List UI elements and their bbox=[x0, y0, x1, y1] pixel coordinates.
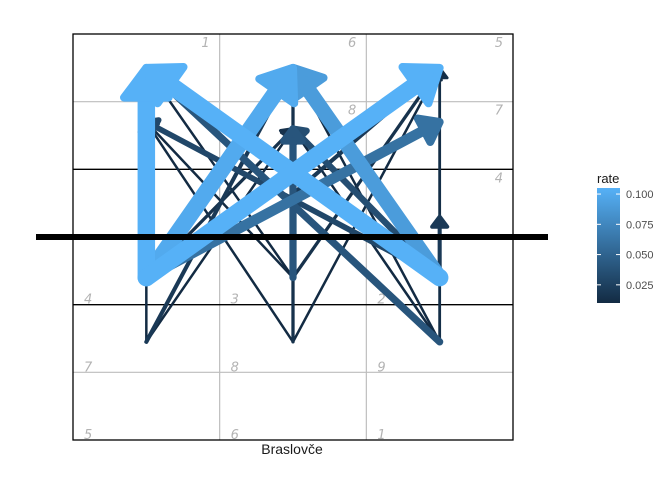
legend-colorbar bbox=[597, 188, 620, 303]
legend-tick-label: 0.100 bbox=[626, 189, 654, 201]
network-edge bbox=[137, 73, 292, 286]
legend-title: rate bbox=[597, 171, 619, 186]
cell-label: 3 bbox=[231, 293, 239, 308]
cell-label: 1 bbox=[377, 428, 385, 443]
network-edge bbox=[291, 71, 439, 344]
cell-label: 7 bbox=[495, 104, 504, 119]
cell-label: 2 bbox=[377, 293, 385, 308]
cell-label: 9 bbox=[377, 360, 385, 375]
cell-label: 1 bbox=[201, 36, 209, 51]
cell-label: 8 bbox=[231, 360, 239, 375]
cell-label: 7 bbox=[84, 360, 93, 375]
cell-label: 6 bbox=[231, 428, 239, 443]
cell-label: 4 bbox=[84, 293, 92, 308]
cell-label: 5 bbox=[495, 36, 503, 51]
edge-arrowhead bbox=[413, 114, 444, 146]
network-edge bbox=[148, 69, 444, 346]
legend-tick-label: 0.075 bbox=[626, 219, 654, 231]
legend: rate 0.100 0.075 0.050 0.025 bbox=[597, 171, 654, 303]
cell-label: 5 bbox=[84, 428, 92, 443]
x-axis-label: Braslovče bbox=[261, 441, 323, 457]
edge-arrowhead bbox=[398, 62, 444, 108]
legend-tick-label: 0.050 bbox=[626, 250, 654, 262]
edge-layer bbox=[120, 62, 450, 346]
cell-label: 8 bbox=[348, 104, 356, 119]
network-edge bbox=[294, 72, 448, 286]
edge-arrowhead bbox=[280, 125, 306, 145]
cell-label: 4 bbox=[495, 171, 503, 186]
legend-tick-label: 0.025 bbox=[626, 280, 654, 292]
edge-arrowhead bbox=[255, 63, 299, 108]
edge-arrowhead bbox=[142, 62, 188, 108]
edge-arrowhead bbox=[430, 214, 450, 229]
network-edge bbox=[137, 69, 434, 287]
cell-label: 6 bbox=[348, 36, 356, 51]
